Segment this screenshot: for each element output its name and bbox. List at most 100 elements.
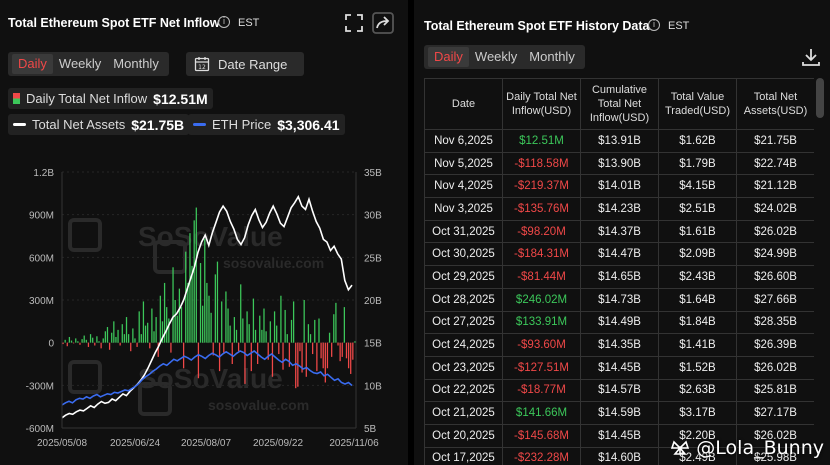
cell-cumulative-inflow: $14.45B xyxy=(580,423,659,448)
y-left-tick-label: 0 xyxy=(48,339,54,350)
x-tick-label: 2025/05/08 xyxy=(37,438,87,449)
download-icon[interactable] xyxy=(800,46,822,68)
column-header-daily-inflow[interactable]: Daily Total Net Inflow(USD) xyxy=(502,78,581,130)
table-row[interactable]: Nov 3,2025 -$135.76M $14.23B $2.51B $24.02B xyxy=(424,197,814,221)
cell-cumulative-inflow: $14.49B xyxy=(580,310,659,335)
table-row[interactable]: Oct 30,2025 -$184.31M $14.47B $2.09B $24.99B xyxy=(424,242,814,267)
column-header-value-traded[interactable]: Total Value Traded(USD) xyxy=(658,78,737,130)
inflow-bars xyxy=(62,207,356,389)
cell-net-assets: $28.35B xyxy=(736,310,814,335)
inflow-bar xyxy=(284,309,286,343)
table-row[interactable]: Oct 31,2025 -$98.20M $14.37B $1.61B $26.02B xyxy=(424,219,814,244)
table-row[interactable]: Oct 21,2025 $141.66M $14.59B $3.17B $27.17B xyxy=(424,401,814,425)
table-row[interactable]: Oct 23,2025 -$127.51M $14.45B $1.52B $26.02B xyxy=(424,355,814,380)
cell-daily-inflow: $246.02M xyxy=(502,287,581,312)
table-row[interactable]: Nov 5,2025 -$118.58M $13.90B $1.79B $22.74B xyxy=(424,151,814,176)
history-table-container[interactable]: Date Daily Total Net Inflow(USD) Cumulat… xyxy=(424,78,814,465)
inflow-bar xyxy=(206,282,208,343)
table-row[interactable]: Oct 27,2025 $133.91M $14.49B $1.84B $28.35B xyxy=(424,310,814,335)
info-icon[interactable]: i xyxy=(218,16,230,28)
cell-daily-inflow: -$232.28M xyxy=(502,446,581,465)
tab-weekly[interactable]: Weekly xyxy=(474,49,518,64)
watermark-logo-icon xyxy=(68,218,102,252)
inflow-bar xyxy=(288,342,291,367)
inflow-bar xyxy=(221,301,223,343)
net-inflow-chart[interactable]: SoSoValue sosovalue.com SoSoValue sosovalue… xyxy=(0,160,408,465)
table-row[interactable]: Oct 22,2025 -$18.77M $14.57B $2.63B $25.81B xyxy=(424,378,814,403)
table-body: Nov 6,2025 $12.51M $13.91B $1.62B $21.75B Nov… xyxy=(424,129,814,465)
y-right-tick-label: 30B xyxy=(364,211,382,222)
cell-net-assets: $24.99B xyxy=(736,242,814,267)
tab-daily[interactable]: Daily xyxy=(12,54,53,74)
inflow-bar xyxy=(195,207,197,343)
tab-monthly[interactable]: Monthly xyxy=(529,49,575,64)
table-row[interactable]: Oct 29,2025 -$81.44M $14.65B $2.43B $26.60B xyxy=(424,265,814,289)
chart-lines xyxy=(61,194,353,419)
cell-net-assets: $24.02B xyxy=(736,197,814,221)
cell-cumulative-inflow: $14.37B xyxy=(580,219,659,244)
date-range-button[interactable]: 12 Date Range xyxy=(186,52,304,76)
y-right-tick-label: 5B xyxy=(364,424,377,435)
cell-date: Oct 29,2025 xyxy=(424,265,503,289)
cell-value-traded: $1.62B xyxy=(658,129,737,153)
cell-value-traded: $2.63B xyxy=(658,378,737,403)
table-row[interactable]: Oct 24,2025 -$93.60M $14.35B $1.41B $26.39B xyxy=(424,333,814,357)
cell-cumulative-inflow: $14.01B xyxy=(580,174,659,199)
legend-assets[interactable]: Total Net Assets $21.75B xyxy=(8,114,190,135)
table-row[interactable]: Oct 17,2025 -$232.28M $14.60B $2.49B $25.98B xyxy=(424,446,814,465)
inflow-bar xyxy=(254,329,257,343)
inflow-bar xyxy=(312,342,314,355)
info-icon[interactable]: i xyxy=(648,19,660,31)
fullscreen-icon[interactable] xyxy=(343,12,365,34)
table-header-row: Date Daily Total Net Inflow(USD) Cumulat… xyxy=(424,78,814,130)
tab-weekly[interactable]: Weekly xyxy=(58,56,102,71)
cell-daily-inflow: -$135.76M xyxy=(502,197,581,221)
y-right-tick-label: 15B xyxy=(364,339,382,350)
tab-monthly[interactable]: Monthly xyxy=(113,56,159,71)
inflow-bar xyxy=(227,308,229,343)
cell-value-traded: $2.09B xyxy=(658,242,737,267)
share-icon[interactable] xyxy=(372,12,394,34)
inflow-bar xyxy=(79,342,81,345)
table-scrollbar[interactable] xyxy=(816,78,824,118)
inflow-bar xyxy=(147,322,149,343)
inflow-bar xyxy=(155,317,157,343)
inflow-bar xyxy=(75,338,77,343)
cell-date: Nov 4,2025 xyxy=(424,174,503,199)
inflow-bar xyxy=(354,341,356,343)
inflow-bar xyxy=(62,342,64,345)
watermark-brand: SoSoValue xyxy=(138,221,283,252)
inflow-bar xyxy=(273,311,276,343)
inflow-bar xyxy=(299,342,301,352)
history-title: Total Ethereum Spot ETF History Data xyxy=(424,19,650,33)
table-row[interactable]: Nov 4,2025 -$219.37M $14.01B $4.15B $21.12B xyxy=(424,174,814,199)
inflow-bar xyxy=(278,342,280,355)
social-handle: @Lola_Bunny xyxy=(670,437,824,459)
inflow-bar xyxy=(305,342,307,377)
legend-inflow[interactable]: Daily Total Net Inflow $12.51M xyxy=(8,88,213,109)
eth-price-line xyxy=(61,350,353,406)
column-header-date[interactable]: Date xyxy=(424,78,503,130)
cell-daily-inflow: -$145.68M xyxy=(502,423,581,448)
inflow-bar xyxy=(66,342,68,347)
cell-value-traded: $3.17B xyxy=(658,401,737,425)
y-left-tick-label: 900M xyxy=(29,211,54,222)
cell-net-assets: $26.02B xyxy=(736,355,814,380)
column-header-net-assets[interactable]: Total Net Assets(USD) xyxy=(736,78,814,130)
inflow-bar xyxy=(178,288,181,343)
inflow-bar xyxy=(335,302,337,343)
chart-axes: 1.2B 900M 600M 300M 0 -300M -600M 35B 30B 25B 20B 1… xyxy=(26,168,382,449)
inflow-bar xyxy=(72,342,75,344)
inflow-bar xyxy=(212,342,214,356)
column-header-cumulative-inflow[interactable]: Cumulative Total Net Inflow(USD) xyxy=(580,78,659,130)
cell-date: Oct 17,2025 xyxy=(424,446,503,465)
inflow-bar xyxy=(333,314,335,343)
legend-eth[interactable]: ETH Price $3,306.41 xyxy=(188,114,345,135)
line-swatch-icon xyxy=(193,123,206,126)
table-row[interactable]: Nov 6,2025 $12.51M $13.91B $1.62B $21.75B xyxy=(424,129,814,153)
inflow-bar xyxy=(326,342,329,369)
period-tabs: Daily Weekly Monthly xyxy=(8,52,169,76)
inflow-bar xyxy=(157,342,159,357)
table-row[interactable]: Oct 28,2025 $246.02M $14.73B $1.64B $27.66B xyxy=(424,287,814,312)
tab-daily[interactable]: Daily xyxy=(428,47,469,67)
